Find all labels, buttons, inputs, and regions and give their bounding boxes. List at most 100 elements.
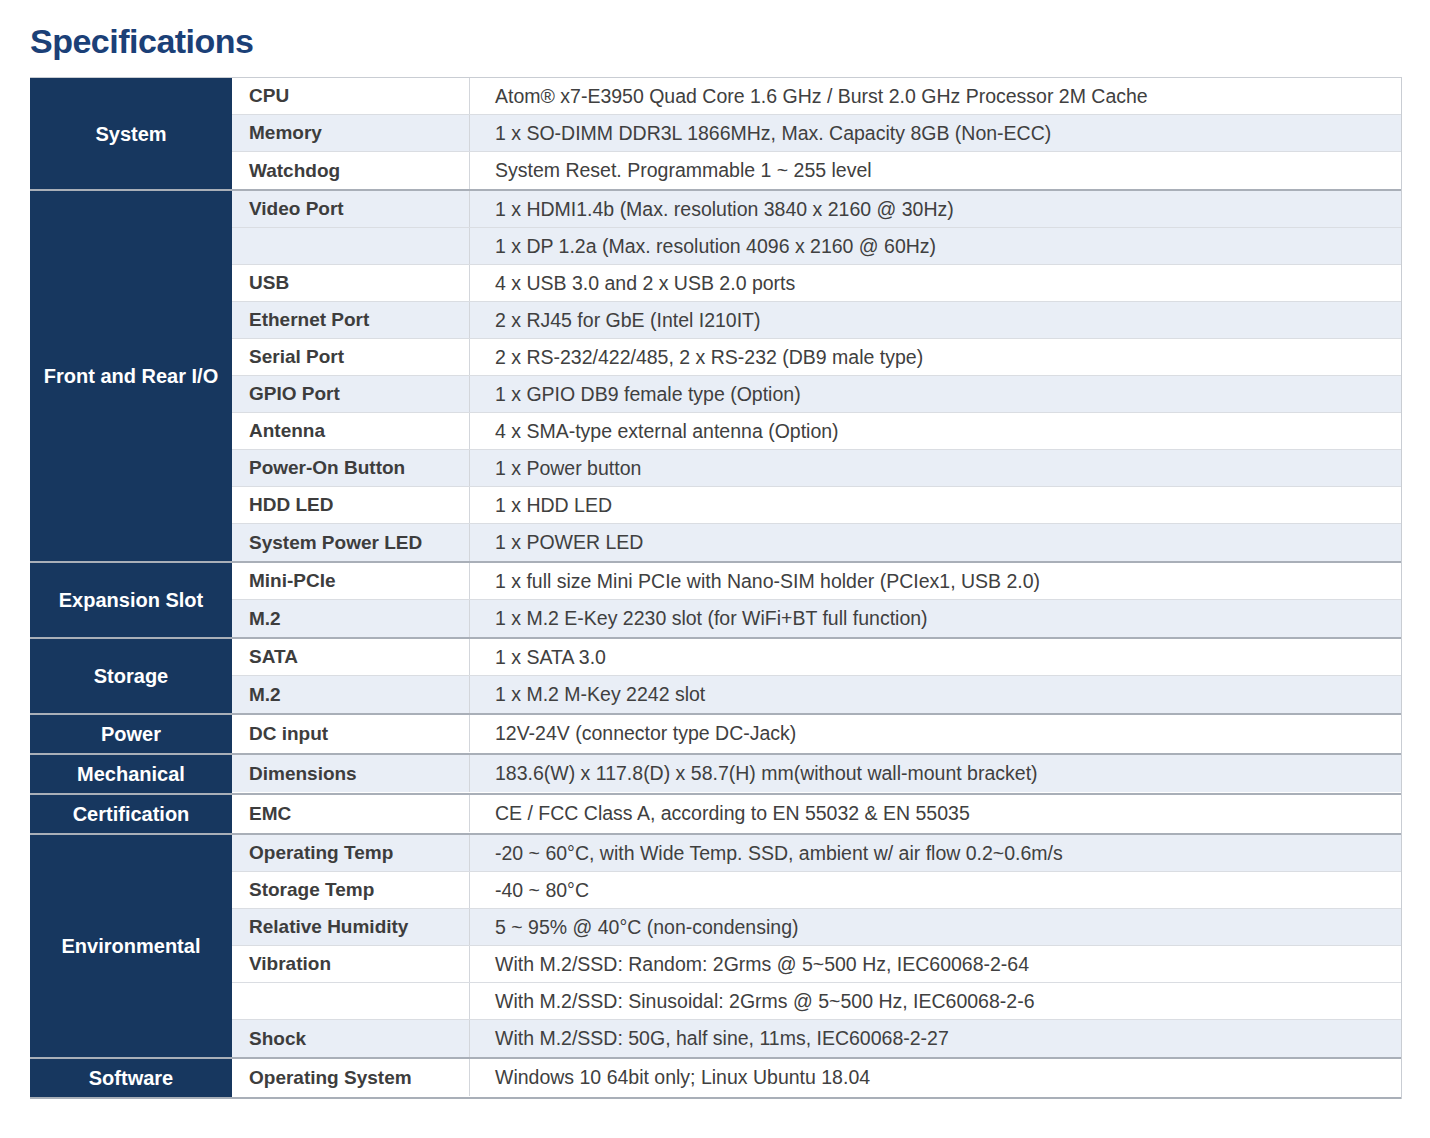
spec-label: Dimensions [232, 755, 470, 792]
spec-row: SATA1 x SATA 3.0 [232, 639, 1401, 676]
spec-value: 1 x full size Mini PCIe with Nano-SIM ho… [470, 563, 1401, 599]
spec-label: GPIO Port [232, 376, 470, 412]
spec-row: ShockWith M.2/SSD: 50G, half sine, 11ms,… [232, 1020, 1401, 1057]
spec-value: 1 x M.2 M-Key 2242 slot [470, 676, 1401, 713]
spec-value: With M.2/SSD: 50G, half sine, 11ms, IEC6… [470, 1020, 1401, 1057]
spec-label [232, 228, 470, 264]
spec-label: USB [232, 265, 470, 301]
spec-value: Windows 10 64bit only; Linux Ubuntu 18.0… [470, 1059, 1401, 1096]
spec-section: Expansion SlotMini-PCIe1 x full size Min… [30, 563, 1401, 639]
category-cell: System [30, 78, 232, 189]
spec-label: System Power LED [232, 524, 470, 561]
spec-value: CE / FCC Class A, according to EN 55032 … [470, 795, 1401, 832]
spec-label: M.2 [232, 676, 470, 713]
spec-label: Vibration [232, 946, 470, 982]
spec-row: WatchdogSystem Reset. Programmable 1 ~ 2… [232, 152, 1401, 189]
spec-row: Mini-PCIe1 x full size Mini PCIe with Na… [232, 563, 1401, 600]
category-cell: Environmental [30, 835, 232, 1057]
spec-label: Mini-PCIe [232, 563, 470, 599]
spec-row: Operating Temp-20 ~ 60°C, with Wide Temp… [232, 835, 1401, 872]
spec-label: DC input [232, 715, 470, 752]
spec-label: M.2 [232, 600, 470, 637]
spec-value: 1 x DP 1.2a (Max. resolution 4096 x 2160… [470, 228, 1401, 264]
spec-value: 183.6(W) x 117.8(D) x 58.7(H) mm(without… [470, 755, 1401, 792]
spec-row: M.21 x M.2 M-Key 2242 slot [232, 676, 1401, 713]
spec-value: With M.2/SSD: Sinusoidal: 2Grms @ 5~500 … [470, 983, 1401, 1019]
spec-section: StorageSATA1 x SATA 3.0M.21 x M.2 M-Key … [30, 639, 1401, 715]
spec-row: GPIO Port1 x GPIO DB9 female type (Optio… [232, 376, 1401, 413]
spec-value: 1 x Power button [470, 450, 1401, 486]
spec-value: 1 x POWER LED [470, 524, 1401, 561]
spec-value: 4 x SMA-type external antenna (Option) [470, 413, 1401, 449]
spec-section: PowerDC input12V-24V (connector type DC-… [30, 715, 1401, 755]
category-cell: Mechanical [30, 755, 232, 793]
spec-row: CPUAtom® x7-E3950 Quad Core 1.6 GHz / Bu… [232, 78, 1401, 115]
spec-value: 4 x USB 3.0 and 2 x USB 2.0 ports [470, 265, 1401, 301]
spec-row: Dimensions183.6(W) x 117.8(D) x 58.7(H) … [232, 755, 1401, 792]
spec-row: DC input12V-24V (connector type DC-Jack) [232, 715, 1401, 752]
page-title: Specifications [30, 22, 254, 61]
spec-label: SATA [232, 639, 470, 675]
spec-section: SoftwareOperating SystemWindows 10 64bit… [30, 1059, 1401, 1099]
spec-section: Front and Rear I/OVideo Port1 x HDMI1.4b… [30, 191, 1401, 563]
spec-value: System Reset. Programmable 1 ~ 255 level [470, 152, 1401, 189]
spec-label: Power-On Button [232, 450, 470, 486]
spec-value: 5 ~ 95% @ 40°C (non-condensing) [470, 909, 1401, 945]
spec-value: 2 x RJ45 for GbE (Intel I210IT) [470, 302, 1401, 338]
spec-label: Serial Port [232, 339, 470, 375]
spec-row: 1 x DP 1.2a (Max. resolution 4096 x 2160… [232, 228, 1401, 265]
spec-label: Shock [232, 1020, 470, 1057]
category-cell: Power [30, 715, 232, 753]
spec-label: EMC [232, 795, 470, 832]
spec-row: USB4 x USB 3.0 and 2 x USB 2.0 ports [232, 265, 1401, 302]
spec-value: 1 x HDD LED [470, 487, 1401, 523]
spec-label: Operating Temp [232, 835, 470, 871]
category-cell: Expansion Slot [30, 563, 232, 637]
spec-label: Watchdog [232, 152, 470, 189]
spec-value: Atom® x7-E3950 Quad Core 1.6 GHz / Burst… [470, 78, 1401, 114]
spec-label [232, 983, 470, 1019]
spec-row: Power-On Button1 x Power button [232, 450, 1401, 487]
spec-row: M.21 x M.2 E-Key 2230 slot (for WiFi+BT … [232, 600, 1401, 637]
spec-label: Operating System [232, 1059, 470, 1096]
category-cell: Software [30, 1059, 232, 1097]
spec-value: 12V-24V (connector type DC-Jack) [470, 715, 1401, 752]
spec-row: EMCCE / FCC Class A, according to EN 550… [232, 795, 1401, 832]
spec-row: HDD LED1 x HDD LED [232, 487, 1401, 524]
spec-section: SystemCPUAtom® x7-E3950 Quad Core 1.6 GH… [30, 78, 1401, 191]
spec-value: -20 ~ 60°C, with Wide Temp. SSD, ambient… [470, 835, 1401, 871]
spec-row: Antenna4 x SMA-type external antenna (Op… [232, 413, 1401, 450]
spec-value: 1 x HDMI1.4b (Max. resolution 3840 x 216… [470, 191, 1401, 227]
spec-row: Storage Temp-40 ~ 80°C [232, 872, 1401, 909]
spec-section: EnvironmentalOperating Temp-20 ~ 60°C, w… [30, 835, 1401, 1059]
spec-label: Video Port [232, 191, 470, 227]
spec-label: Relative Humidity [232, 909, 470, 945]
spec-value: 1 x GPIO DB9 female type (Option) [470, 376, 1401, 412]
spec-value: 1 x SATA 3.0 [470, 639, 1401, 675]
category-cell: Certification [30, 795, 232, 833]
category-cell: Front and Rear I/O [30, 191, 232, 561]
spec-label: Memory [232, 115, 470, 151]
spec-row: Ethernet Port2 x RJ45 for GbE (Intel I21… [232, 302, 1401, 339]
spec-label: Antenna [232, 413, 470, 449]
spec-row: Memory1 x SO-DIMM DDR3L 1866MHz, Max. Ca… [232, 115, 1401, 152]
spec-table: SystemCPUAtom® x7-E3950 Quad Core 1.6 GH… [30, 77, 1402, 1099]
spec-row: VibrationWith M.2/SSD: Random: 2Grms @ 5… [232, 946, 1401, 983]
spec-value: 1 x SO-DIMM DDR3L 1866MHz, Max. Capacity… [470, 115, 1401, 151]
spec-row: System Power LED1 x POWER LED [232, 524, 1401, 561]
spec-row: With M.2/SSD: Sinusoidal: 2Grms @ 5~500 … [232, 983, 1401, 1020]
spec-row: Video Port1 x HDMI1.4b (Max. resolution … [232, 191, 1401, 228]
spec-label: CPU [232, 78, 470, 114]
spec-label: HDD LED [232, 487, 470, 523]
spec-row: Operating SystemWindows 10 64bit only; L… [232, 1059, 1401, 1096]
spec-row: Serial Port2 x RS-232/422/485, 2 x RS-23… [232, 339, 1401, 376]
spec-sheet-page: Specifications SystemCPUAtom® x7-E3950 Q… [0, 0, 1430, 1138]
spec-value: -40 ~ 80°C [470, 872, 1401, 908]
spec-value: 2 x RS-232/422/485, 2 x RS-232 (DB9 male… [470, 339, 1401, 375]
spec-section: CertificationEMCCE / FCC Class A, accord… [30, 795, 1401, 835]
spec-value: 1 x M.2 E-Key 2230 slot (for WiFi+BT ful… [470, 600, 1401, 637]
spec-section: MechanicalDimensions183.6(W) x 117.8(D) … [30, 755, 1401, 795]
spec-label: Ethernet Port [232, 302, 470, 338]
spec-value: With M.2/SSD: Random: 2Grms @ 5~500 Hz, … [470, 946, 1401, 982]
spec-row: Relative Humidity5 ~ 95% @ 40°C (non-con… [232, 909, 1401, 946]
